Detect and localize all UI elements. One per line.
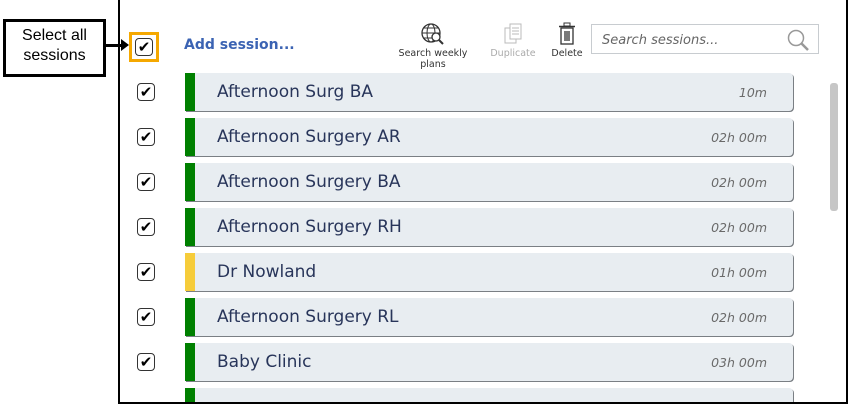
session-duration: 02h 00m bbox=[711, 130, 767, 145]
session-checkbox[interactable]: ✔ bbox=[137, 128, 155, 146]
session-name: Afternoon Surgery AR bbox=[217, 127, 401, 147]
search-input[interactable] bbox=[600, 26, 784, 54]
duplicate-label: Duplicate bbox=[490, 48, 536, 59]
session-row[interactable]: Dr Nowland 01h 00m bbox=[185, 253, 793, 291]
session-row[interactable]: Baby Clinic 03h 00m bbox=[185, 343, 793, 381]
session-checkbox[interactable]: ✔ bbox=[137, 83, 155, 101]
session-checkbox[interactable]: ✔ bbox=[137, 218, 155, 236]
callout-text: Select all bbox=[22, 27, 87, 44]
session-row[interactable]: Afternoon Surg BA 10m bbox=[185, 73, 793, 111]
duplicate-button[interactable]: Duplicate bbox=[490, 22, 536, 59]
session-color-bar bbox=[185, 163, 195, 201]
session-duration: 03h 00m bbox=[711, 355, 767, 370]
search-weekly-plans-button[interactable]: Search weekly plans bbox=[388, 22, 478, 70]
session-duration: 02h 00m bbox=[711, 310, 767, 325]
session-checkbox[interactable]: ✔ bbox=[137, 173, 155, 191]
duplicate-icon bbox=[504, 23, 522, 44]
session-duration: 10m bbox=[738, 85, 767, 100]
callout-arrow bbox=[103, 44, 123, 47]
session-duration: 01h 00m bbox=[711, 265, 767, 280]
search-icon[interactable] bbox=[786, 28, 812, 52]
session-duration: 02h 00m bbox=[711, 175, 767, 190]
session-checkbox[interactable]: ✔ bbox=[137, 308, 155, 326]
callout-arrow-head bbox=[121, 39, 129, 51]
session-checkbox[interactable]: ✔ bbox=[137, 353, 155, 371]
session-color-bar bbox=[185, 73, 195, 111]
session-row[interactable]: Afternoon Surgery RH 02h 00m bbox=[185, 208, 793, 246]
trash-icon bbox=[559, 22, 575, 45]
session-row[interactable]: Afternoon Surgery RL 02h 00m bbox=[185, 298, 793, 336]
session-duration: 02h 00m bbox=[711, 220, 767, 235]
session-name: Afternoon Surg BA bbox=[217, 82, 374, 102]
session-checkbox[interactable]: ✔ bbox=[137, 263, 155, 281]
globe-search-icon bbox=[421, 23, 444, 45]
session-color-bar bbox=[185, 208, 195, 246]
session-row[interactable]: Afternoon Surgery BA 02h 00m bbox=[185, 163, 793, 201]
session-name: Baby Clinic bbox=[217, 352, 312, 372]
session-color-bar bbox=[185, 343, 195, 381]
highlight-box bbox=[129, 32, 159, 62]
partial-session-row[interactable] bbox=[185, 388, 793, 402]
select-all-checkbox[interactable]: ✔ bbox=[135, 38, 153, 56]
search-weekly-plans-label: Search weekly plans bbox=[398, 48, 468, 70]
session-color-bar bbox=[185, 118, 195, 156]
session-color-bar bbox=[185, 253, 195, 291]
delete-label: Delete bbox=[551, 48, 583, 59]
session-name: Afternoon Surgery BA bbox=[217, 172, 401, 192]
add-session-link[interactable]: Add session... bbox=[184, 37, 295, 53]
session-panel bbox=[118, 0, 848, 404]
session-name: Dr Nowland bbox=[217, 262, 317, 282]
scrollbar[interactable] bbox=[830, 83, 838, 211]
session-name: Afternoon Surgery RL bbox=[217, 307, 399, 327]
session-name: Afternoon Surgery RH bbox=[217, 217, 402, 237]
search-box bbox=[591, 24, 819, 54]
session-color-bar bbox=[185, 298, 195, 336]
callout-text: sessions bbox=[23, 47, 86, 64]
callout-select-all: Select all sessions bbox=[3, 19, 106, 77]
session-row[interactable]: Afternoon Surgery AR 02h 00m bbox=[185, 118, 793, 156]
delete-button[interactable]: Delete bbox=[550, 22, 584, 59]
